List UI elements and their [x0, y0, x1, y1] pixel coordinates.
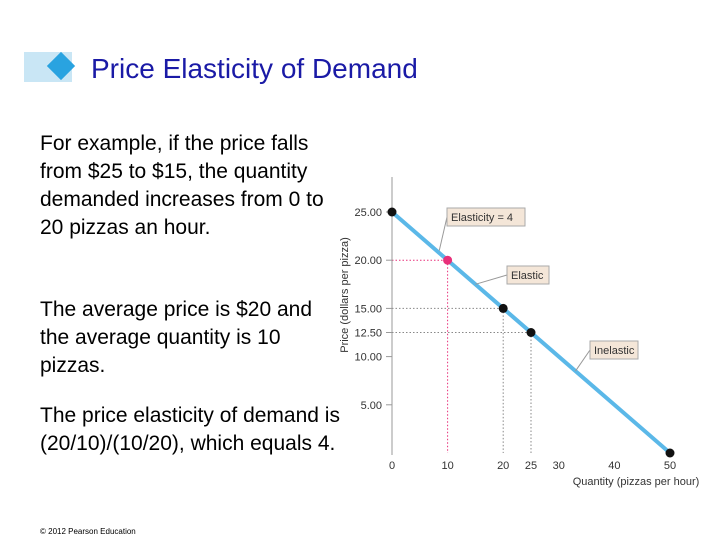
x-tick-label: 10 [441, 460, 453, 472]
slide-title: Price Elasticity of Demand [91, 53, 418, 84]
callout-box [506, 265, 550, 285]
y-tick-label: 25.00 [354, 207, 382, 219]
paragraph-elasticity: The price elasticity of demand is (20/10… [40, 404, 340, 455]
demand-chart: 5.00 10.00 12.50 15.00 20.00 25.00 0 10 20 25 30 4… [339, 177, 700, 488]
x-tick-label: 25 [525, 460, 537, 472]
guide-lines [392, 259, 532, 453]
callout-label: Elasticity = 4 [451, 212, 513, 224]
callout-leader [438, 216, 448, 251]
x-tick-label: 40 [608, 460, 620, 472]
copyright: © 2012 Pearson Education [40, 527, 136, 536]
callout-leader [575, 349, 591, 372]
data-point [498, 303, 508, 313]
data-points [387, 207, 675, 458]
x-tick-label: 30 [553, 460, 565, 472]
y-ticks: 5.00 10.00 12.50 15.00 20.00 25.00 [354, 207, 392, 412]
callout-leader [475, 274, 508, 285]
data-point [665, 448, 675, 458]
y-tick-label: 5.00 [361, 400, 382, 412]
callouts: Elasticity = 4 Elastic Inelastic [438, 207, 639, 372]
callout-box [446, 207, 526, 227]
y-tick-label: 10.00 [354, 352, 382, 364]
x-tick-label: 20 [497, 460, 509, 472]
x-tick-label: 50 [664, 460, 676, 472]
data-point [387, 207, 397, 217]
midpoint-marker [443, 255, 453, 265]
data-point [526, 328, 536, 337]
y-tick-label: 15.00 [354, 303, 382, 315]
x-axis-label: Quantity (pizzas per hour) [573, 476, 700, 488]
paragraph-average: The average price is $20 and the average… [40, 298, 313, 377]
x-ticks: 0 10 20 25 30 40 50 [389, 460, 676, 472]
y-tick-label: 12.50 [354, 328, 382, 340]
callout-box [589, 340, 639, 360]
callout-label: Elastic [511, 270, 544, 282]
paragraph-example: For example, if the price falls from $25… [40, 132, 324, 239]
y-axis-label: Price (dollars per pizza) [339, 237, 351, 353]
x-tick-label: 0 [389, 460, 395, 472]
y-tick-label: 20.00 [354, 255, 382, 267]
callout-label: Inelastic [594, 345, 635, 357]
